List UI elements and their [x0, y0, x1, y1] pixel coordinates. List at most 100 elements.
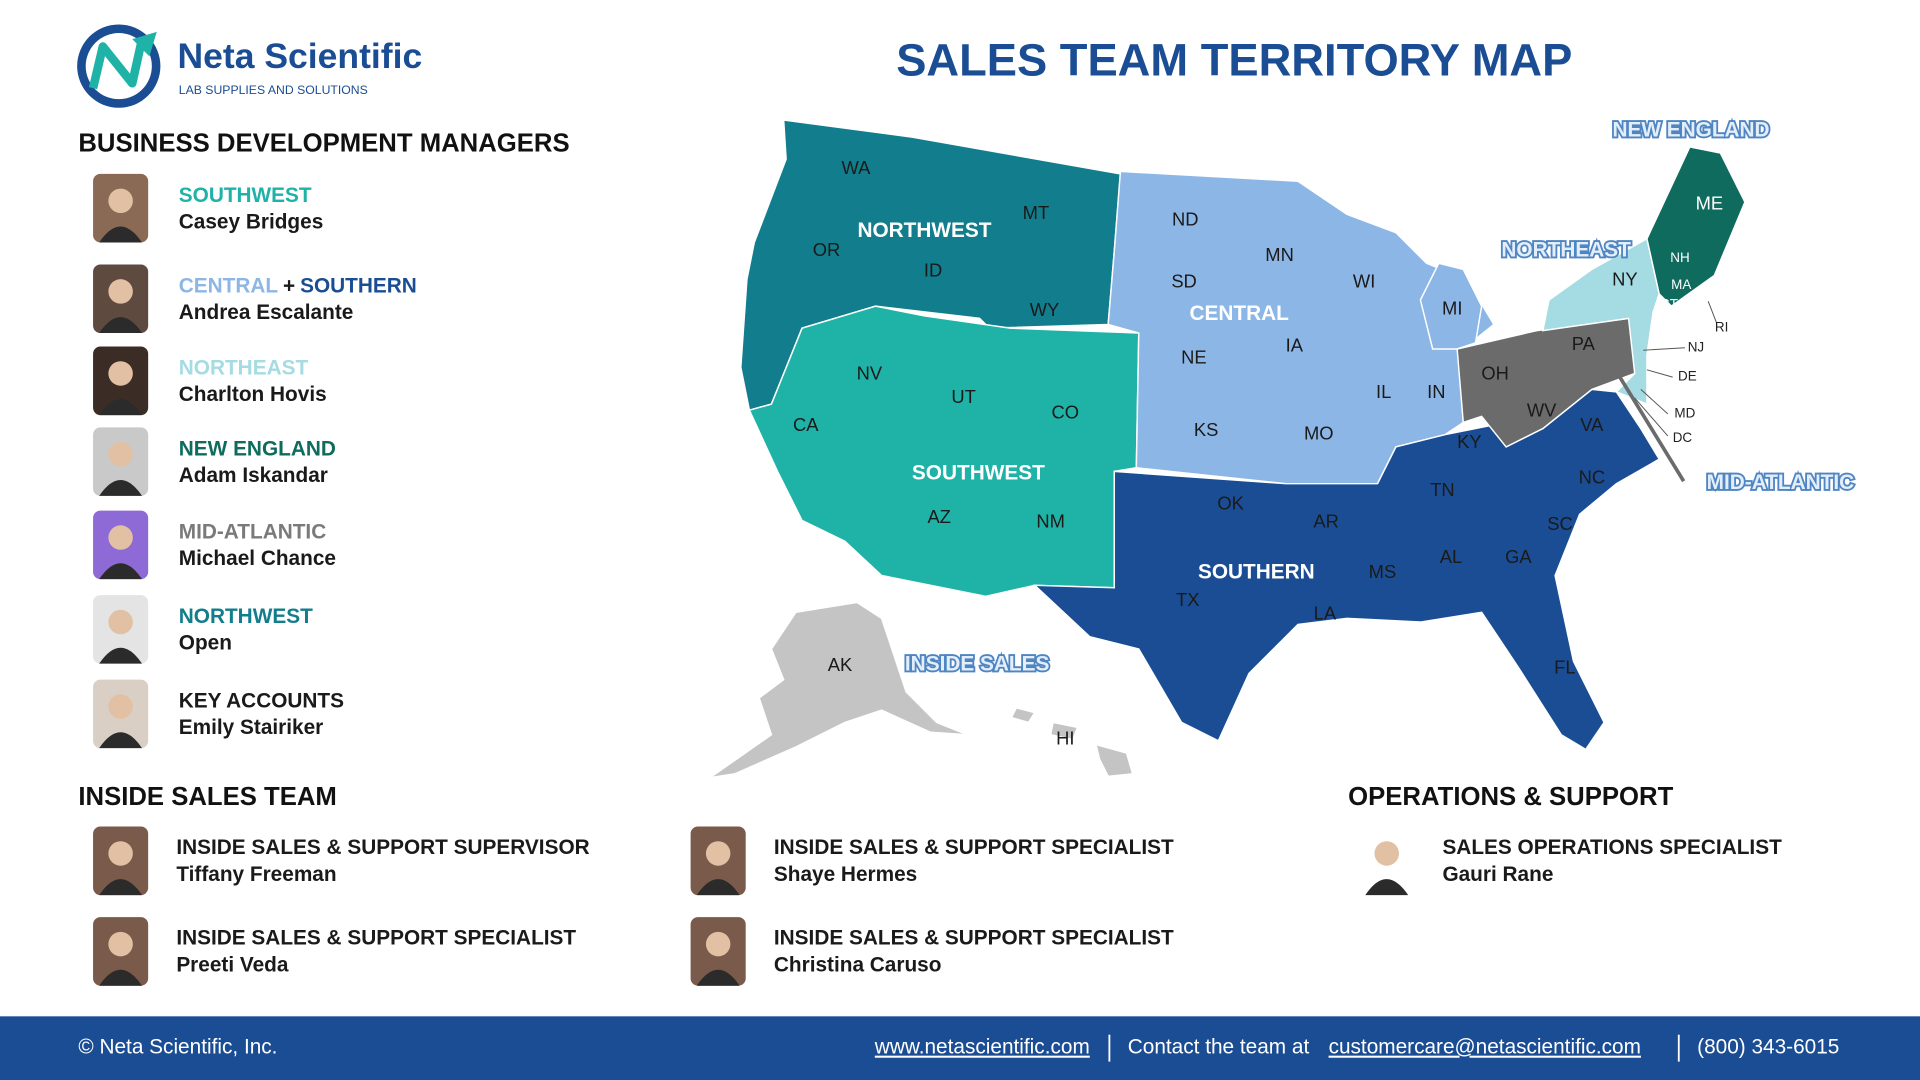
region-part: + — [283, 274, 295, 297]
state-label: IA — [1286, 334, 1304, 355]
state-label: SC — [1547, 513, 1573, 534]
person-name: Charlton Hovis — [179, 383, 327, 406]
avatar — [93, 679, 149, 749]
state-label: IN — [1427, 381, 1445, 402]
role: INSIDE SALES & SUPPORT SPECIALIST — [176, 927, 576, 950]
state-label: NC — [1579, 467, 1606, 488]
region-name: KEY ACCOUNTS — [179, 689, 344, 712]
role: SALES OPERATIONS SPECIALIST — [1442, 836, 1782, 859]
person-name: Gauri Rane — [1442, 863, 1553, 886]
state-label: LA — [1314, 603, 1337, 624]
state-label: WA — [841, 157, 871, 178]
email-link[interactable]: customercare@netascientific.com — [1329, 1036, 1641, 1059]
state-label: WV — [1527, 399, 1557, 420]
person-name: Andrea Escalante — [179, 301, 354, 324]
state-label: VT — [1641, 185, 1658, 200]
phone: (800) 343-6015 — [1697, 1036, 1839, 1059]
avatar-head — [108, 931, 133, 957]
state-label: CO — [1052, 402, 1080, 423]
avatar-head — [108, 361, 133, 386]
avatar-body — [696, 969, 740, 986]
person-name: Michael Chance — [179, 547, 336, 570]
state-label: OK — [1217, 492, 1244, 513]
region-part: NEW ENGLAND — [179, 437, 336, 460]
state-label: GA — [1505, 546, 1532, 567]
state-label: NM — [1036, 511, 1065, 532]
state-label: ME — [1696, 192, 1724, 213]
region-name: SOUTHWEST — [179, 183, 312, 206]
region-name: NORTHEAST — [179, 356, 309, 379]
avatar — [93, 173, 149, 243]
region-part: MID-ATLANTIC — [179, 520, 326, 543]
avatar-body — [99, 969, 143, 986]
region-label: NORTHEAST — [1501, 239, 1631, 262]
avatar-body — [99, 647, 143, 664]
state-label: TN — [1430, 479, 1454, 500]
state-label: CT — [1660, 296, 1678, 311]
region-shape — [1010, 706, 1036, 724]
state-label: MD — [1674, 405, 1695, 420]
state-label: IL — [1376, 381, 1391, 402]
state-label: DE — [1678, 369, 1697, 384]
avatar — [1359, 826, 1415, 896]
region-part: SOUTHERN — [300, 274, 417, 297]
tagline: LAB SUPPLIES AND SOLUTIONS — [179, 83, 368, 97]
region-label: NORTHWEST — [857, 219, 991, 242]
region-part: NORTHEAST — [179, 356, 309, 379]
region-shape — [1646, 146, 1746, 308]
state-label: AL — [1440, 546, 1462, 567]
copyright: © Neta Scientific, Inc. — [78, 1036, 277, 1059]
region-name: MID-ATLANTIC — [179, 520, 326, 543]
territory-map: WA OR ID MT WY ND SD MN WI MI NE IA IL IN KS MO NV UT CO CA… — [709, 117, 1856, 779]
avatar — [93, 510, 149, 580]
avatar-head — [108, 442, 133, 467]
region-shape — [1094, 743, 1134, 778]
role: INSIDE SALES & SUPPORT SPECIALIST — [774, 927, 1174, 950]
logo-mark — [88, 38, 147, 90]
avatar — [93, 826, 149, 896]
section-heading: OPERATIONS & SUPPORT — [1348, 783, 1673, 811]
state-label: OR — [813, 239, 841, 260]
region-label: CENTRAL — [1190, 302, 1290, 325]
website-link[interactable]: www.netascientific.com — [874, 1036, 1090, 1059]
state-label: MT — [1023, 202, 1050, 223]
region-label: MID-ATLANTIC — [1707, 471, 1854, 494]
role: INSIDE SALES & SUPPORT SUPERVISOR — [176, 836, 589, 859]
person-name: Emily Stairiker — [179, 716, 324, 739]
region-label: SOUTHERN — [1198, 561, 1315, 584]
avatar — [93, 264, 149, 334]
state-label: MI — [1442, 298, 1462, 319]
logo — [77, 24, 161, 108]
region-part: KEY ACCOUNTS — [179, 689, 344, 712]
state-label: DC — [1673, 430, 1693, 445]
footer-bar — [0, 1016, 1920, 1080]
state-label: NV — [857, 363, 883, 384]
region-label: NEW ENGLAND — [1612, 119, 1769, 142]
avatar-head — [705, 841, 731, 866]
avatar — [93, 595, 149, 664]
avatar — [690, 917, 746, 986]
section-heading: INSIDE SALES TEAM — [78, 783, 337, 811]
state-label: FL — [1554, 656, 1575, 677]
state-label: PA — [1572, 333, 1596, 354]
avatar-head — [108, 841, 133, 866]
avatar-body — [99, 399, 143, 416]
avatar — [93, 427, 149, 496]
region-label: INSIDE SALES — [905, 652, 1050, 675]
region-shape — [1419, 262, 1483, 350]
logo-arrow — [132, 31, 157, 57]
role: INSIDE SALES & SUPPORT SPECIALIST — [774, 836, 1174, 859]
avatar-body — [99, 226, 143, 243]
region-part: CENTRAL — [179, 274, 279, 297]
page-title: SALES TEAM TERRITORY MAP — [896, 35, 1572, 86]
state-label: OH — [1481, 363, 1509, 384]
avatar-head — [108, 694, 133, 719]
avatar-head — [108, 188, 133, 214]
state-label: UT — [951, 386, 975, 407]
state-label: KY — [1457, 431, 1481, 452]
person-name: Tiffany Freeman — [176, 863, 336, 886]
state-label: MN — [1265, 244, 1294, 265]
